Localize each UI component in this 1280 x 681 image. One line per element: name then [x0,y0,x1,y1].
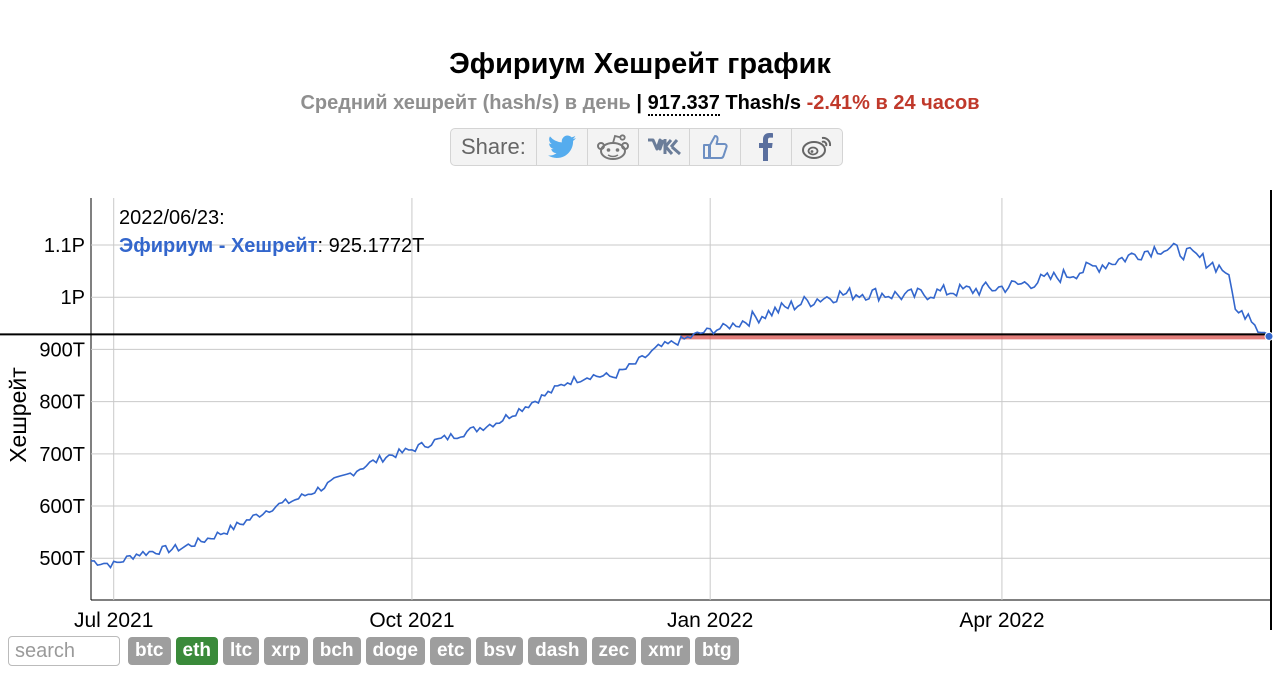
current-hashrate-unit: Thash/s [719,92,802,114]
coin-tab-btc[interactable]: btc [128,637,171,665]
y-tick-label: 500T [39,548,85,570]
coin-tab-eth[interactable]: eth [175,637,218,665]
x-axis: Jul 2021 Oct 2021 Jan 2022 Apr 2022 [74,609,1045,632]
chart-grid [90,198,1271,601]
twitter-icon [547,135,576,158]
current-hashrate-value: 917.337 [647,92,720,116]
tooltip-separator: : [317,235,329,257]
highlight-point [1264,331,1274,341]
share-bar: Share: [450,128,843,166]
x-tick-label: Apr 2022 [959,609,1044,632]
reddit-icon [596,134,629,160]
chart-cursor [1264,190,1274,630]
share-label: Share: [451,129,537,165]
tooltip-series-name: Эфириум - Хешрейт [119,235,318,257]
tooltip-value: 925.1772T [328,235,425,257]
y-axis-label: Хешрейт [5,367,31,463]
hashrate-summary: Средний хешрейт (hash/s) в день | 917.33… [0,92,1280,116]
coin-tab-zec[interactable]: zec [591,637,637,665]
share-reddit-button[interactable] [588,129,639,165]
coin-tabs: btc eth ltc xrp bch doge etc bsv dash zec xmr btg [128,637,739,665]
y-tick-label: 700T [39,444,85,466]
coin-tab-doge[interactable]: doge [365,637,425,665]
coin-tab-xrp[interactable]: xrp [264,637,308,665]
x-tick-label: Jul 2021 [74,609,153,632]
coin-tab-ltc[interactable]: ltc [223,637,260,665]
y-tick-label: 600T [39,496,85,518]
coin-tab-dash[interactable]: dash [528,637,587,665]
tooltip-entry: Эфириум - Хешрейт: 925.1772T [119,232,424,260]
x-tick-label: Oct 2021 [369,609,454,632]
share-like-button[interactable] [690,129,741,165]
x-tick-label: Jan 2022 [667,609,753,632]
coin-tab-xmr[interactable]: xmr [641,637,691,665]
y-tick-label: 900T [39,339,85,361]
y-tick-label: 800T [39,392,85,414]
share-vk-button[interactable] [639,129,690,165]
share-twitter-button[interactable] [537,129,588,165]
page-title: Эфириум Хешрейт график [449,48,831,80]
y-tick-label: 1.1P [44,235,85,257]
search-input[interactable] [8,636,120,666]
y-axis: 500T 600T 700T 800T 900T 1P 1.1P [39,235,85,570]
weibo-icon [801,136,831,159]
y-tick-label: 1P [61,287,85,309]
series-line-hashrate [91,242,1272,569]
coin-tab-bsv[interactable]: bsv [476,637,524,665]
tooltip-date: 2022/06/23: [119,207,225,229]
coin-tab-bch[interactable]: bch [312,637,361,665]
share-facebook-button[interactable] [741,129,792,165]
hashrate-change: -2.41% в 24 часов [806,92,980,114]
share-weibo-button[interactable] [792,129,842,165]
current-hashrate: 917.337 Thash/s [647,92,802,116]
reference-line [0,333,1271,340]
subtitle-label: Средний хешрейт (hash/s) в день [300,92,631,114]
hashrate-chart: Jul 2021 Oct 2021 Jan 2022 Apr 2022 500T 600… [0,190,1274,632]
chart-legend-tooltip: 2022/06/23: Эфириум - Хешрейт: 925.1772T [119,204,424,260]
like-icon [702,135,728,159]
coin-tab-etc[interactable]: etc [429,637,472,665]
vk-icon [647,138,681,156]
facebook-icon [758,133,773,161]
subtitle-separator: | [636,92,643,114]
coin-tab-btg[interactable]: btg [695,637,739,665]
series-layer [91,242,1272,569]
